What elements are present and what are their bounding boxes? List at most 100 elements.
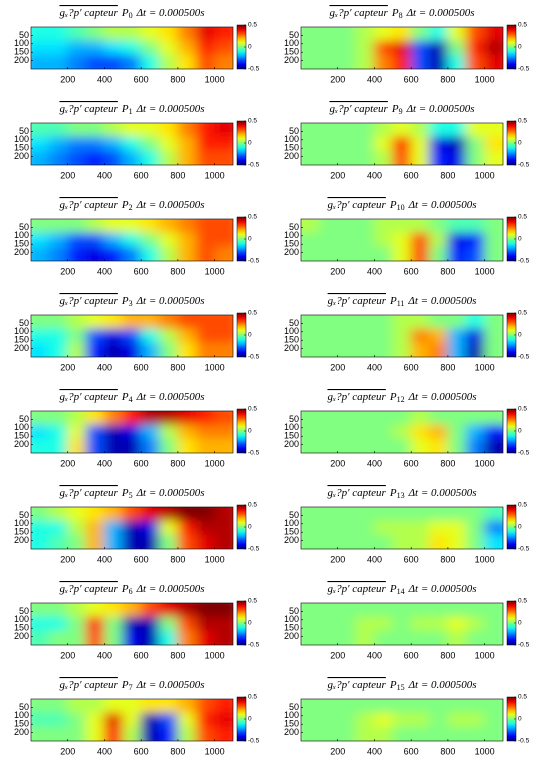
heatmap-cell — [465, 424, 486, 440]
heatmap-cell — [177, 603, 197, 618]
heatmap-cell — [177, 150, 197, 165]
panel-title: gₓ?p′ capteur P4 Δt = 0.000500s — [59, 391, 204, 404]
heatmap-cell — [318, 219, 339, 234]
heatmap-cell — [337, 520, 357, 536]
heatmap-cell — [318, 27, 339, 42]
heatmap-cell — [159, 342, 179, 357]
heatmap-cell — [195, 150, 216, 165]
panel-title: gₓ?p′ capteur P15 Δt = 0.000500s — [327, 679, 476, 692]
heatmap-cell — [48, 136, 69, 152]
heatmap-cell — [484, 699, 503, 714]
title-step: Δt = 0.000500s — [136, 487, 205, 499]
heatmap-cell — [484, 27, 503, 42]
heatmap-cell — [318, 712, 339, 728]
panel-title: gₓ?p′ capteur P3 Δt = 0.000500s — [59, 295, 204, 308]
heatmap-cell — [140, 123, 161, 138]
heatmap-cell — [392, 342, 412, 357]
title-probe: P — [121, 583, 129, 595]
heatmap-cell — [447, 232, 467, 248]
heatmap-cell — [465, 726, 486, 741]
heatmap-cell — [85, 411, 105, 426]
heatmap-cell — [447, 616, 467, 632]
heatmap-cell — [195, 712, 216, 728]
heatmap-cell — [429, 699, 449, 714]
heatmap-cell — [48, 603, 69, 618]
heatmap-cell — [85, 507, 105, 522]
colorbar-tick-label: -0.5 — [248, 450, 260, 457]
y-tick-label: 100 — [284, 614, 299, 624]
plot-frame — [300, 314, 504, 358]
heatmap-cell — [373, 136, 394, 152]
heatmap-cell — [373, 630, 394, 645]
x-tick-label: 600 — [134, 554, 149, 564]
heatmap-smooth — [301, 411, 503, 453]
x-tick-label: 800 — [170, 554, 185, 564]
y-tick-label: 150 — [284, 719, 299, 729]
heatmap-cell — [31, 603, 50, 618]
heatmap-cell — [214, 40, 233, 56]
heatmap-cell — [195, 438, 216, 453]
heatmap-cell — [140, 40, 161, 56]
heatmap-cell — [318, 315, 339, 330]
heatmap-cell — [140, 438, 161, 453]
heatmap-cell — [447, 630, 467, 645]
title-probe: P — [121, 7, 129, 19]
heatmap-cell — [214, 150, 233, 165]
heatmap-cell — [140, 520, 161, 536]
heatmap-cell — [429, 54, 449, 69]
heatmap-cell — [355, 54, 375, 69]
x-tick-label: 200 — [60, 266, 75, 276]
heatmap-cell — [447, 424, 467, 440]
heatmap-cell — [337, 411, 357, 426]
heatmap-cell — [85, 123, 105, 138]
heatmap-cell — [140, 424, 161, 440]
heatmap-cell — [159, 27, 179, 42]
heatmap-cells — [301, 219, 503, 261]
heatmap-cell — [48, 616, 69, 632]
heatmap-cell — [122, 520, 142, 536]
heatmap-cell — [195, 726, 216, 741]
heatmap-cell — [140, 342, 161, 357]
heatmap-cell — [140, 507, 161, 522]
title-probe: P — [121, 679, 129, 691]
title-probe: P — [121, 199, 129, 211]
heatmap-cell — [301, 54, 320, 69]
heatmap-cell — [85, 136, 105, 152]
heatmap-cell — [337, 328, 357, 344]
heatmap-cell — [373, 123, 394, 138]
y-tick-label: 100 — [284, 422, 299, 432]
heatmap-cell — [48, 328, 69, 344]
heatmap-cell — [177, 630, 197, 645]
heatmap-cells — [31, 603, 233, 645]
heatmap-cell — [177, 40, 197, 56]
heatmap-cell — [103, 123, 124, 138]
x-tick-label: 400 — [367, 554, 382, 564]
heatmap-cell — [177, 520, 197, 536]
heatmap-cell — [48, 54, 69, 69]
heatmap-cell — [318, 699, 339, 714]
heatmap-cell — [410, 136, 431, 152]
y-tick-label: 200 — [14, 247, 29, 257]
title-step: Δt = 0.000500s — [408, 391, 477, 403]
x-tick-label: 800 — [440, 458, 455, 468]
y-tick-label: 150 — [284, 431, 299, 441]
heatmap-cell — [140, 712, 161, 728]
y-tick-label: 150 — [284, 143, 299, 153]
heatmap-cell — [301, 726, 320, 741]
x-tick-label: 200 — [60, 650, 75, 660]
heatmap-cell — [429, 603, 449, 618]
heatmap-cell — [177, 616, 197, 632]
title-step: Δt = 0.000500s — [136, 295, 205, 307]
heatmap-cell — [195, 27, 216, 42]
y-tick-label: 150 — [284, 623, 299, 633]
heatmap-cell — [177, 123, 197, 138]
heatmap-cells — [31, 27, 233, 69]
title-lead: gₓ?p′ capteur — [59, 7, 118, 19]
title-step: Δt = 0.000500s — [408, 583, 477, 595]
heatmap-cell — [31, 54, 50, 69]
heatmap-cells — [301, 603, 503, 645]
heatmap-cell — [447, 603, 467, 618]
y-tick-label: 150 — [14, 239, 29, 249]
heatmap-cell — [48, 123, 69, 138]
title-probe: P — [121, 391, 129, 403]
